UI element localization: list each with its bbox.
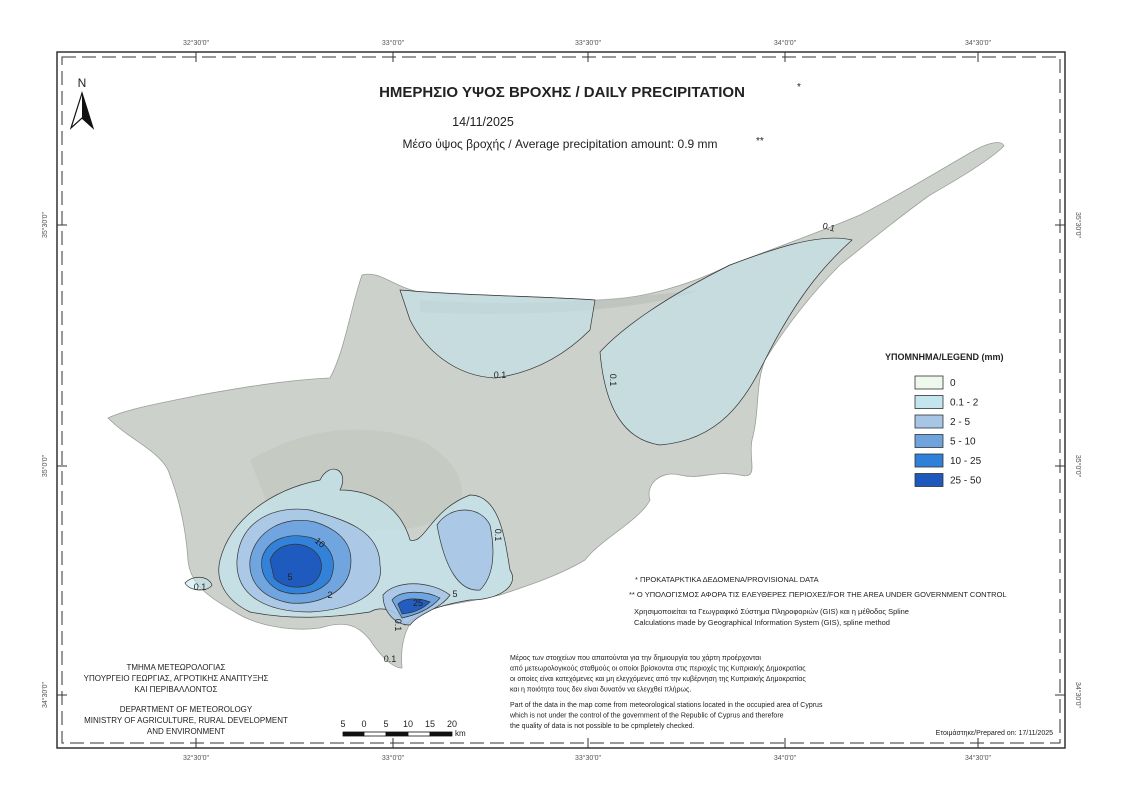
disclaimer-en: which is not under the control of the go… xyxy=(509,713,784,720)
latitude-label: 34°30'0" xyxy=(41,681,49,708)
disclaimer-gr: από μετεωρολογικούς σταθμούς οι οποίοι β… xyxy=(510,665,806,673)
scale-segment xyxy=(342,731,365,737)
latitude-label: 35°0'0" xyxy=(41,454,49,477)
scale-segment xyxy=(363,731,387,737)
contour-label: 0.1 xyxy=(194,582,207,592)
precip-zone xyxy=(269,543,322,588)
department-en: MINISTRY OF AGRICULTURE, RURAL DEVELOPME… xyxy=(84,716,288,725)
map-subtitle: Μέσο ύψος βροχής / Average precipitation… xyxy=(402,137,717,151)
note: * ΠΡΟΚΑΤΑΡΚΤΙΚΑ ΔΕΔΟΜΕΝΑ/PROVISIONAL DAT… xyxy=(635,575,819,584)
scale-segment xyxy=(385,731,409,737)
disclaimer-gr: Μέρος των στοιχείων που απαιτούνται για … xyxy=(510,654,761,662)
legend-label: 25 - 50 xyxy=(950,476,982,487)
scale-label: 15 xyxy=(425,719,435,729)
latitude-label: 35°30'0" xyxy=(41,211,49,238)
contour-label: 5 xyxy=(287,572,292,582)
scale-segment xyxy=(407,731,431,737)
scale-label: 20 xyxy=(447,719,457,729)
scale-segment xyxy=(429,731,453,737)
precip-zone xyxy=(599,237,853,446)
disclaimer-en: Part of the data in the map come from me… xyxy=(510,702,823,709)
legend-label: 5 - 10 xyxy=(950,437,976,448)
note: ** Ο ΥΠΟΛΟΓΙΣΜΟΣ ΑΦΟΡΑ ΤΙΣ ΕΛΕΥΘΕΡΕΣ ΠΕΡ… xyxy=(629,590,1007,599)
contour-label: 5 xyxy=(452,589,457,599)
contour-label: 0.1 xyxy=(384,654,397,664)
map-title: ΗΜΕΡΗΣΙΟ ΥΨΟΣ ΒΡΟΧΗΣ / DAILY PRECIPITATI… xyxy=(379,84,745,101)
disclaimer-gr: οι οποίες είναι κατεχόμενες και μη ελεγχ… xyxy=(510,675,806,683)
contour-label: 0.1 xyxy=(821,221,836,234)
longitude-label: 33°30'0" xyxy=(575,39,602,47)
longitude-label: 33°0'0" xyxy=(382,39,405,47)
department-gr: ΤΜΗΜΑ ΜΕΤΕΩΡΟΛΟΓΙΑΣ xyxy=(126,663,225,672)
contour-label: 10 xyxy=(313,536,327,550)
legend-label: 10 - 25 xyxy=(950,456,982,467)
map-date: 14/11/2025 xyxy=(452,115,514,129)
subtitle-marker: ** xyxy=(756,136,764,147)
longitude-label: 33°0'0" xyxy=(382,754,405,762)
department-en: DEPARTMENT OF METEOROLOGY xyxy=(120,705,253,714)
department-gr: ΥΠΟΥΡΓΕΙΟ ΓΕΩΡΓΙΑΣ, ΑΓΡΟΤΙΚΗΣ ΑΝΑΠΤΥΞΗΣ xyxy=(84,674,269,683)
north-arrow-half xyxy=(82,93,93,128)
longitude-label: 34°30'0" xyxy=(965,39,992,47)
title-marker: * xyxy=(797,82,801,93)
latitude-label: 35°30'0" xyxy=(1074,212,1082,239)
department-gr: ΚΑΙ ΠΕΡΙΒΑΛΛΟΝΤΟΣ xyxy=(135,685,218,694)
contour-label: 0.1 xyxy=(494,370,507,380)
legend-label: 0 xyxy=(950,378,956,389)
legend-label: 2 - 5 xyxy=(950,417,970,428)
north-label: N xyxy=(78,76,87,90)
longitude-label: 33°30'0" xyxy=(575,754,602,762)
scale-label: 10 xyxy=(403,719,413,729)
longitude-label: 34°0'0" xyxy=(774,39,797,47)
precip-zone xyxy=(397,598,431,615)
legend-swatch xyxy=(914,375,944,390)
contour-label: 0.1 xyxy=(393,619,403,632)
contour-label: 0.1 xyxy=(608,374,618,387)
legend-title: ΥΠΟΜΝΗΜΑ/LEGEND (mm) xyxy=(885,352,1004,362)
precip-zone xyxy=(399,289,596,379)
disclaimer-gr: και η ποιότητα τους δεν είναι δυνατόν να… xyxy=(510,686,691,694)
precip-zone xyxy=(184,576,213,591)
scale-label: 5 xyxy=(383,719,388,729)
legend-swatch xyxy=(914,473,944,487)
legend-label: 0.1 - 2 xyxy=(950,398,979,409)
method-note: Χρησιμοποιείται τα Γεωγραφικό Σύστημα Πλ… xyxy=(634,607,909,616)
prepared-date: Ετοιμάστηκε/Prepared on: 17/11/2025 xyxy=(936,729,1053,737)
legend-swatch xyxy=(914,434,944,448)
department-en: AND ENVIRONMENT xyxy=(147,727,225,736)
contour-label: 0.1 xyxy=(493,529,503,542)
scale-unit: km xyxy=(455,729,466,738)
legend-swatch xyxy=(914,395,944,409)
longitude-label: 34°0'0" xyxy=(774,754,797,762)
contour-label: 25 xyxy=(413,598,423,608)
scale-label: 5 xyxy=(340,719,345,729)
longitude-label: 32°30'0" xyxy=(183,754,210,762)
latitude-label: 35°0'0" xyxy=(1074,455,1082,478)
method-note: Calculations made by Geographical Inform… xyxy=(634,618,890,627)
legend-swatch xyxy=(914,414,944,429)
contour-label: 2 xyxy=(327,590,332,600)
precip-zone xyxy=(436,509,494,591)
disclaimer-en: the quality of data is not possible to b… xyxy=(510,723,694,730)
scale-label: 0 xyxy=(361,719,366,729)
graticule-border xyxy=(61,56,1061,744)
latitude-label: 34°30'0" xyxy=(1074,682,1082,709)
legend-swatch xyxy=(914,453,944,468)
longitude-label: 34°30'0" xyxy=(965,754,992,762)
longitude-label: 32°30'0" xyxy=(183,39,210,47)
